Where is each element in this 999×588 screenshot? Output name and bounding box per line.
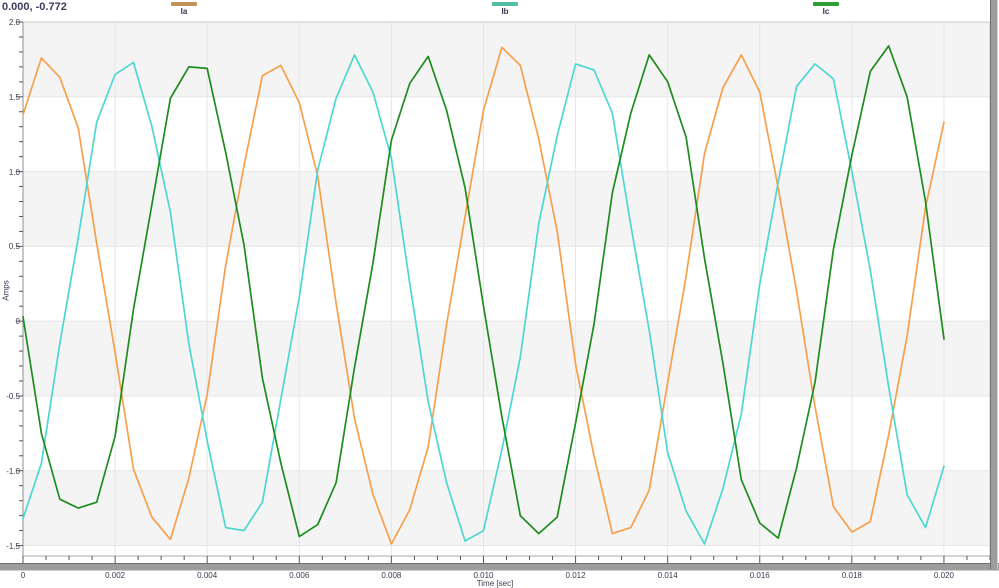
- background-band: [23, 321, 990, 396]
- x-tick-label: 0.010: [473, 571, 494, 580]
- background-band: [23, 171, 990, 247]
- y-tick-label: -1.0: [6, 466, 20, 476]
- y-tick-label: 1.0: [8, 167, 20, 177]
- legend-item-ib[interactable]: Ib: [465, 2, 545, 16]
- x-tick-label: 0.004: [197, 571, 218, 580]
- background-band: [23, 22, 990, 97]
- legend-label-ic: Ic: [822, 7, 830, 16]
- legend-swatch-ib: [492, 2, 518, 6]
- waveform-ib[interactable]: [22, 54, 945, 545]
- background-band: [23, 470, 990, 546]
- y-tick-label: -0.5: [6, 391, 20, 401]
- x-tick-label: 0.008: [381, 571, 402, 580]
- legend-item-ic[interactable]: Ic: [786, 2, 866, 16]
- vertical-scrollbar[interactable]: [990, 0, 998, 569]
- legend-item-ia[interactable]: Ia: [144, 2, 224, 16]
- x-tick-label: 0.018: [841, 571, 862, 580]
- waveform-ic[interactable]: [22, 45, 945, 539]
- waveform-ia[interactable]: [22, 46, 945, 545]
- x-tick-label: 0.012: [565, 571, 586, 580]
- x-tick-label: 0.006: [289, 571, 310, 580]
- y-tick-label: -1.5: [6, 541, 20, 551]
- y-tick-label: 0.5: [8, 242, 20, 252]
- x-tick-label: 0: [20, 571, 26, 580]
- legend-swatch-ic: [813, 2, 839, 6]
- horizontal-scrollbar[interactable]: [0, 563, 999, 571]
- x-tick-label: 0.002: [105, 571, 126, 580]
- cursor-coordinates-readout: 0.000, -0.772: [2, 1, 67, 13]
- y-axis-title: Amps: [1, 280, 11, 301]
- x-tick-label: 0.014: [657, 571, 678, 580]
- x-axis-title: Time [sec]: [476, 579, 514, 588]
- y-tick-label: 2.0: [8, 18, 20, 27]
- y-tick-label: 1.5: [8, 92, 20, 102]
- x-tick-label: 0.016: [749, 571, 770, 580]
- legend-label-ib: Ib: [501, 7, 509, 16]
- legend-label-ia: Ia: [180, 7, 188, 16]
- legend-swatch-ia: [171, 2, 197, 6]
- x-tick-label: 0.020: [933, 571, 954, 580]
- y-tick-label: 0: [15, 317, 20, 327]
